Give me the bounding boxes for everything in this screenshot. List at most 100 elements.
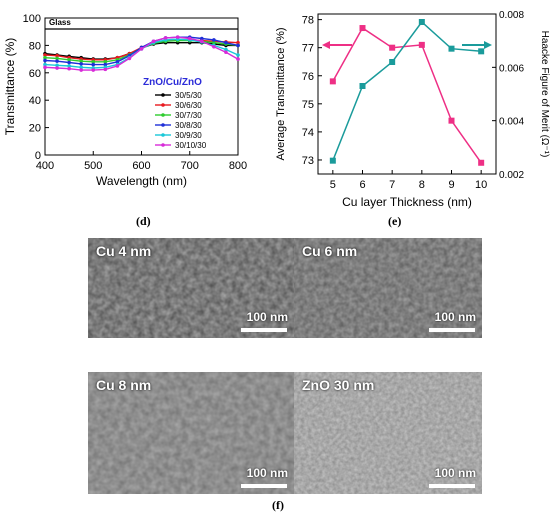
data-point xyxy=(163,36,168,40)
legend-entry: 30/10/30 xyxy=(175,141,207,150)
data-point xyxy=(79,59,83,63)
data-point xyxy=(212,44,216,49)
x-axis-label: Cu layer Thickness (nm) xyxy=(342,195,472,209)
series-line xyxy=(332,26,482,164)
series-line xyxy=(332,20,482,161)
legend-entry: 30/9/30 xyxy=(175,131,202,140)
sem-label: ZnO 30 nm xyxy=(302,377,375,393)
data-point xyxy=(187,36,192,41)
data-point xyxy=(212,40,216,45)
data-point xyxy=(224,50,228,55)
data-point xyxy=(67,64,71,68)
y-tick-label: 73 xyxy=(302,155,314,167)
data-point xyxy=(389,59,396,65)
x-tick-label: 5 xyxy=(330,179,336,191)
data-point xyxy=(67,57,71,62)
data-point xyxy=(236,57,240,61)
data-point xyxy=(91,68,96,72)
y2-tick-label: 0.004 xyxy=(499,117,524,128)
data-point xyxy=(79,65,83,70)
y2-tick-label: 0.006 xyxy=(499,63,524,74)
data-point xyxy=(43,58,47,63)
data-point xyxy=(43,65,47,70)
data-point xyxy=(79,68,83,72)
x-tick-label: 10 xyxy=(475,179,487,191)
sem-image-cu6: Cu 6 nm 100 nm xyxy=(294,238,482,338)
data-point xyxy=(151,39,156,44)
data-point xyxy=(236,43,240,48)
data-point xyxy=(236,53,240,57)
y-axis-label: Transmittance (%) xyxy=(3,38,17,136)
scale-bar xyxy=(241,328,287,332)
x-tick-label: 8 xyxy=(419,179,425,191)
data-point xyxy=(115,60,120,64)
legend-marker xyxy=(161,93,165,97)
legend-marker xyxy=(161,103,165,107)
panel-label-e: (e) xyxy=(388,214,402,228)
y-tick-label: 80 xyxy=(29,40,41,52)
glass-annotation: Glass xyxy=(49,18,71,27)
data-point xyxy=(67,60,71,65)
data-point xyxy=(329,78,336,85)
data-point xyxy=(43,53,47,57)
data-point xyxy=(448,117,455,124)
data-point xyxy=(329,157,336,164)
x-tick-label: 7 xyxy=(389,179,395,191)
data-point xyxy=(103,60,108,64)
sem-image-cu8: Cu 8 nm 100 nm xyxy=(88,372,294,494)
transmittance-chart: 400 500 600 700 800 0 20 40 60 80 100 Wavelength (n… xyxy=(3,13,247,188)
data-point xyxy=(224,47,228,52)
data-point xyxy=(43,55,47,60)
legend-entry: 30/7/30 xyxy=(175,111,202,120)
x-tick-label: 6 xyxy=(359,179,365,191)
scale-bar-label: 100 nm xyxy=(434,310,476,324)
panel-label-d: (d) xyxy=(136,214,151,228)
data-point xyxy=(359,83,366,89)
x-axis-label: Wavelength (nm) xyxy=(96,174,187,188)
scale-bar xyxy=(429,328,475,332)
y-axis-label: Average Transmittance (%) xyxy=(275,27,287,160)
data-point xyxy=(418,41,425,48)
sem-label: Cu 4 nm xyxy=(96,243,152,259)
data-point xyxy=(478,159,485,166)
data-point xyxy=(139,47,144,51)
y-tick-label: 60 xyxy=(29,68,41,80)
data-point xyxy=(103,67,108,72)
y-tick-label: 74 xyxy=(302,127,314,139)
legend-entry: 30/5/30 xyxy=(175,91,202,100)
scale-bar xyxy=(241,484,287,488)
left-axis-arrowhead xyxy=(322,41,330,49)
x-tick-label: 500 xyxy=(84,160,102,172)
data-point xyxy=(418,19,425,25)
data-point xyxy=(389,44,396,51)
plot-frame xyxy=(44,17,239,156)
data-point xyxy=(212,38,216,42)
data-point xyxy=(55,56,59,61)
data-point xyxy=(224,40,228,45)
x-tick-label: 800 xyxy=(229,160,247,172)
y-tick-label: 40 xyxy=(29,95,41,107)
x-tick-label: 400 xyxy=(36,160,54,172)
y-tick-label: 78 xyxy=(302,15,314,27)
data-point xyxy=(43,62,47,67)
legend-entry: 30/8/30 xyxy=(175,121,202,130)
data-point xyxy=(448,45,455,52)
data-point xyxy=(55,53,59,58)
legend-marker xyxy=(161,113,165,117)
x-tick-label: 9 xyxy=(448,179,454,191)
legend-entry: 30/6/30 xyxy=(175,101,202,110)
data-point xyxy=(67,66,71,71)
data-point xyxy=(103,62,108,67)
data-point xyxy=(55,63,59,68)
data-point xyxy=(55,66,59,70)
x-tick-label: 600 xyxy=(132,160,150,172)
data-point xyxy=(91,62,96,67)
legend-title: ZnO/Cu/ZnO xyxy=(143,77,202,88)
sem-label: Cu 8 nm xyxy=(96,377,152,393)
y2-tick-label: 0.008 xyxy=(499,10,524,21)
data-point xyxy=(115,64,120,68)
right-axis-arrowhead xyxy=(484,41,492,49)
sem-label: Cu 6 nm xyxy=(302,243,358,259)
y-tick-label: 0 xyxy=(35,150,41,162)
data-point xyxy=(91,60,96,64)
